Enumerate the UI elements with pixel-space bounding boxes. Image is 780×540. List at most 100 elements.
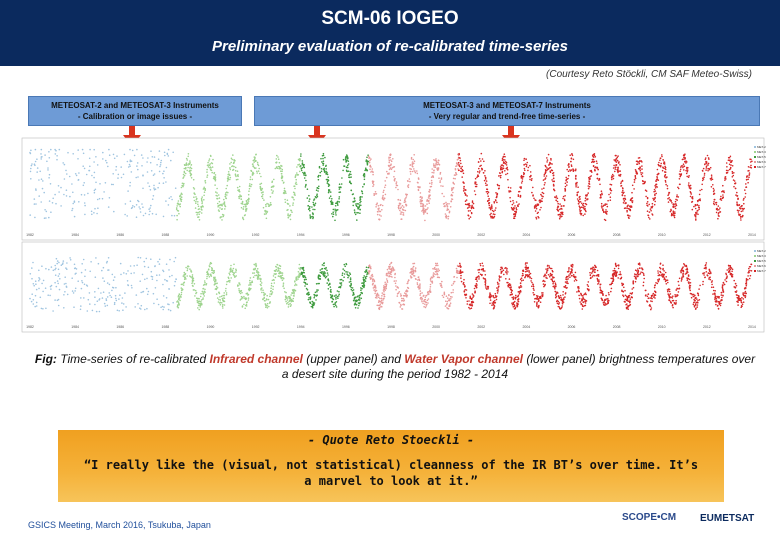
data-point: [211, 166, 214, 168]
data-point: [167, 308, 170, 311]
data-point: [251, 163, 254, 165]
data-point: [416, 283, 419, 286]
data-point: [195, 196, 197, 198]
data-point: [316, 294, 319, 297]
data-point: [677, 196, 680, 198]
data-point: [234, 166, 237, 169]
data-point: [280, 172, 283, 175]
data-point: [30, 178, 32, 180]
data-point: [659, 263, 662, 265]
data-point: [623, 191, 625, 194]
data-point: [324, 268, 327, 270]
data-point: [626, 209, 628, 212]
data-point: [370, 171, 372, 173]
x-tick-label: 2000: [432, 325, 440, 329]
data-point: [97, 262, 100, 265]
data-point: [476, 276, 479, 278]
data-point: [253, 268, 255, 271]
data-point: [651, 213, 653, 215]
data-point: [361, 287, 363, 290]
data-point: [363, 175, 366, 178]
data-point: [675, 295, 677, 298]
data-point: [129, 185, 131, 187]
data-point: [574, 169, 577, 172]
data-point: [498, 175, 500, 177]
data-point: [426, 208, 428, 211]
data-point: [66, 268, 68, 271]
data-point: [131, 149, 134, 152]
data-point: [547, 168, 550, 170]
data-point: [124, 213, 126, 216]
data-point: [452, 289, 455, 291]
data-point: [381, 204, 384, 207]
data-point: [686, 161, 688, 163]
data-point: [669, 198, 671, 201]
data-point: [544, 171, 547, 174]
data-point: [253, 272, 256, 274]
data-point: [289, 213, 292, 216]
data-point: [458, 169, 460, 172]
data-point: [129, 165, 131, 167]
data-point: [105, 299, 108, 302]
data-point: [348, 176, 350, 178]
data-point: [130, 272, 132, 275]
data-point: [553, 285, 555, 287]
data-point: [423, 300, 425, 302]
data-point: [377, 301, 380, 304]
data-point: [303, 166, 306, 169]
data-point: [465, 199, 468, 201]
data-point: [301, 267, 304, 269]
data-point: [541, 200, 543, 203]
data-point: [578, 209, 581, 211]
data-point: [731, 274, 734, 276]
data-point: [418, 278, 420, 281]
data-point: [570, 169, 573, 171]
data-point: [322, 164, 325, 166]
data-point: [330, 200, 333, 202]
data-point: [191, 276, 193, 279]
data-point: [55, 202, 57, 205]
data-point: [376, 213, 379, 216]
data-point: [323, 167, 326, 170]
data-point: [94, 303, 96, 306]
data-point: [613, 164, 615, 167]
data-point: [369, 276, 371, 279]
data-point: [410, 277, 412, 279]
data-point: [430, 179, 433, 182]
data-point: [182, 173, 185, 176]
data-point: [95, 181, 97, 184]
data-point: [695, 216, 697, 218]
data-point: [150, 258, 152, 261]
data-point: [237, 174, 239, 177]
data-point: [442, 296, 445, 299]
data-point: [183, 167, 186, 170]
data-point: [365, 266, 368, 269]
data-point: [179, 197, 182, 200]
data-point: [571, 271, 573, 274]
data-point: [213, 171, 216, 174]
data-point: [237, 285, 239, 287]
x-tick-label: 2006: [568, 325, 576, 329]
data-point: [77, 178, 80, 181]
data-point: [39, 170, 41, 173]
data-point: [219, 207, 221, 209]
data-point: [692, 303, 695, 306]
time-series-charts: 1982 1984 1986 1988 1990 1992 1994 1996 1998 2000…: [21, 137, 766, 333]
data-point: [301, 162, 304, 164]
data-point: [643, 181, 646, 184]
data-point: [705, 165, 708, 168]
data-point: [391, 266, 394, 268]
data-point: [244, 298, 247, 300]
data-point: [109, 294, 111, 297]
data-point: [596, 177, 599, 180]
data-point: [667, 194, 669, 197]
data-point: [396, 295, 399, 297]
data-point: [737, 301, 739, 304]
data-point: [595, 266, 597, 269]
data-point: [349, 170, 352, 173]
data-point: [393, 180, 396, 182]
data-point: [350, 288, 353, 291]
data-point: [284, 198, 286, 201]
data-point: [291, 196, 294, 199]
data-point: [300, 273, 303, 275]
